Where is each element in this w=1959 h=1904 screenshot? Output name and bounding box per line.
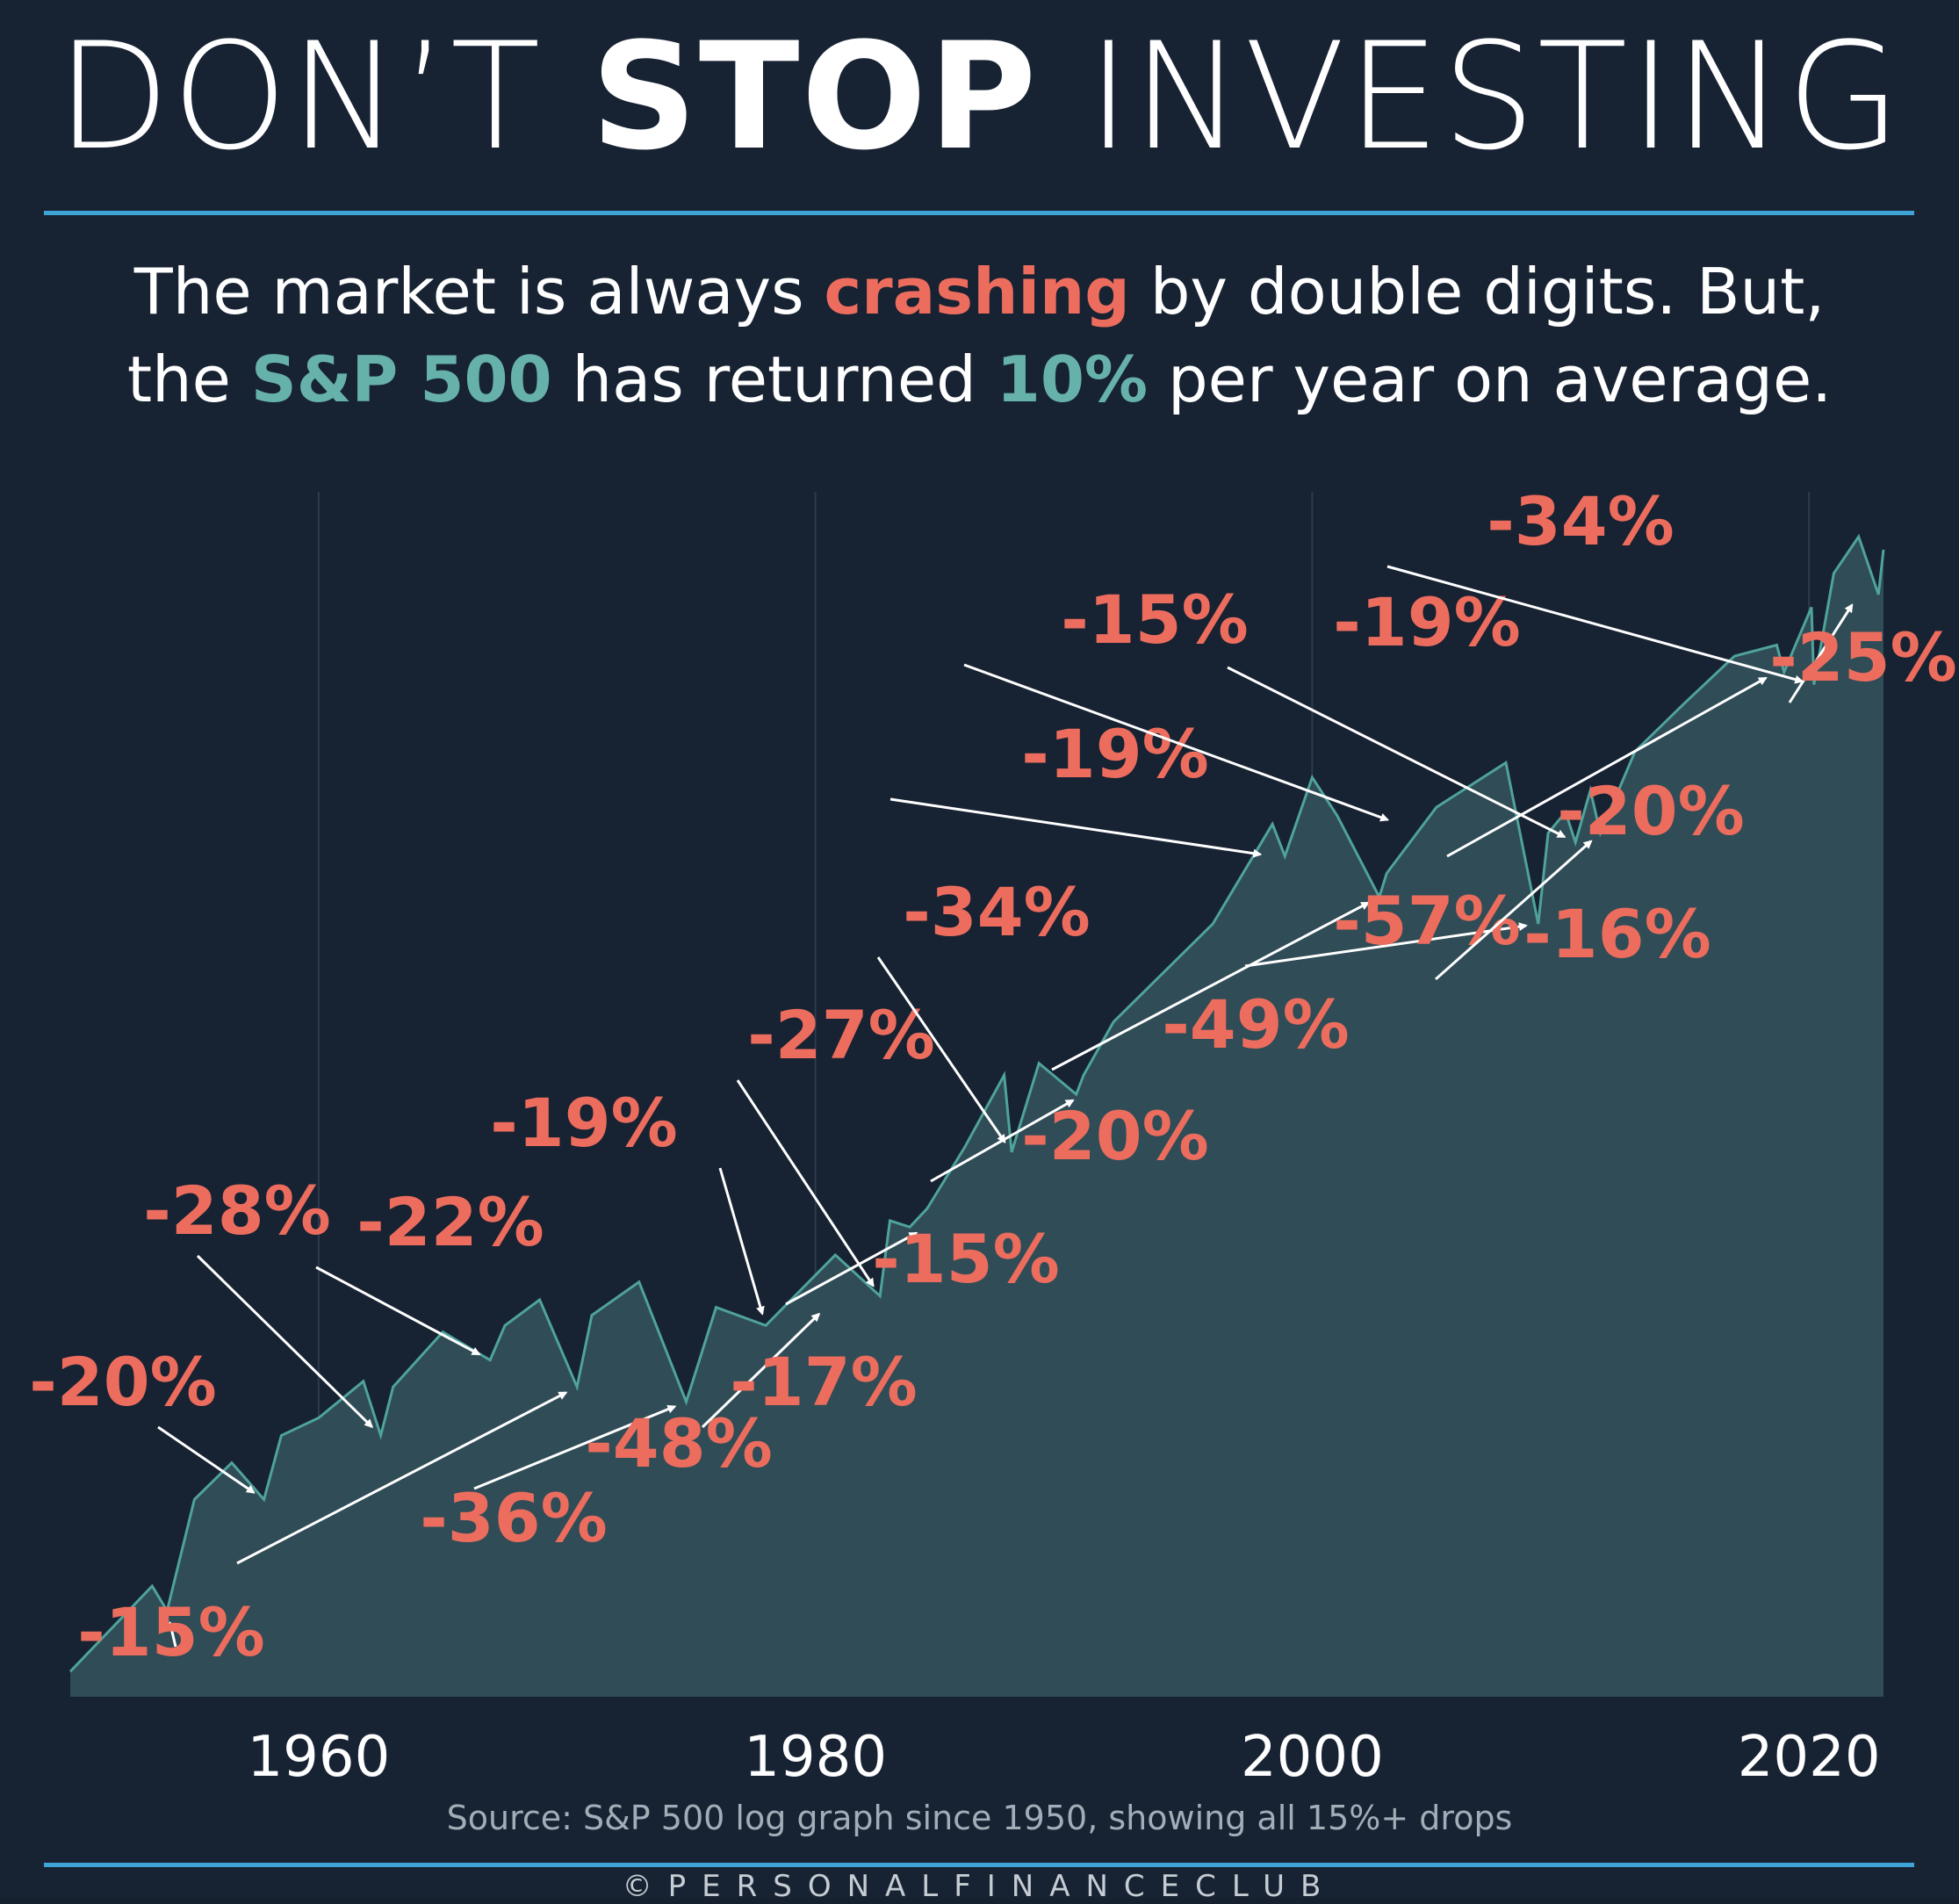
- annotation-arrow: [736, 1079, 875, 1287]
- subtitle-text: per year on average.: [1148, 343, 1833, 416]
- annotation-arrow: [315, 1266, 481, 1356]
- drop-label: -49%: [1162, 985, 1349, 1064]
- annotation-arrow: [876, 956, 1006, 1143]
- subtitle-line-2: the S&P 500 has returned 10% per year on…: [0, 335, 1959, 423]
- price-line: [68, 533, 1885, 1673]
- annotation-arrow: [1051, 901, 1371, 1071]
- drop-label: -15%: [1061, 581, 1248, 659]
- title-emphasis: STOP: [590, 11, 1039, 183]
- drop-label: -28%: [143, 1172, 330, 1250]
- source-note: Source: S&P 500 log graph since 1950, sh…: [446, 1799, 1513, 1837]
- title-suffix: INVESTING: [1086, 11, 1903, 183]
- drop-label: -19%: [1333, 583, 1520, 661]
- subtitle-highlight-return: 10%: [996, 343, 1149, 416]
- drop-label: -36%: [420, 1479, 607, 1557]
- subtitle-text: the: [126, 343, 251, 416]
- drop-label: -57%: [1333, 882, 1520, 960]
- annotation-arrow: [1386, 565, 1804, 684]
- subtitle-line-1: The market is always crashing by double …: [0, 248, 1959, 335]
- annotation-arrow: [718, 1167, 765, 1316]
- drop-label: -20%: [1557, 772, 1744, 850]
- drop-label: -25%: [1769, 618, 1956, 696]
- drop-label: -20%: [1021, 1097, 1208, 1175]
- subtitle-text: has returned: [551, 343, 997, 416]
- page-title: DON’T STOP INVESTING: [0, 9, 1959, 184]
- annotation-arrow: [196, 1254, 374, 1429]
- annotation-arrow: [157, 1425, 256, 1494]
- subtitle: The market is always crashing by double …: [0, 248, 1959, 423]
- drop-label: -15%: [77, 1593, 264, 1671]
- annotation-arrow: [785, 1231, 918, 1306]
- annotation-arrow: [889, 797, 1263, 858]
- brand-watermark: ©PERSONALFINANCECLUB: [622, 1869, 1337, 1904]
- area-fill: [70, 537, 1883, 1697]
- top-divider: [44, 211, 1914, 215]
- annotation-arrow: [1788, 603, 1854, 703]
- drop-label: -34%: [903, 873, 1090, 951]
- annotation-arrow: [1446, 676, 1768, 858]
- subtitle-highlight-crashing: crashing: [824, 255, 1130, 328]
- drop-label: -19%: [1021, 715, 1208, 793]
- annotation-arrow: [1227, 666, 1566, 839]
- annotation-arrow: [473, 1404, 677, 1490]
- subtitle-highlight-sp500: S&P 500: [250, 343, 552, 416]
- drop-label: -15%: [872, 1220, 1059, 1298]
- annotation-arrow: [1435, 840, 1593, 981]
- drop-label: -16%: [1523, 895, 1711, 973]
- annotation-arrow: [963, 663, 1390, 822]
- x-tick-label: 1960: [247, 1725, 390, 1790]
- bottom-divider: [44, 1863, 1914, 1867]
- x-tick-label: 2000: [1241, 1725, 1384, 1790]
- drop-label: -27%: [747, 996, 934, 1074]
- annotation-arrow: [1244, 922, 1528, 968]
- annotation-arrow: [701, 1312, 821, 1429]
- subtitle-text: by double digits. But,: [1129, 255, 1826, 328]
- price-area: [68, 533, 1885, 1697]
- drop-label: -19%: [490, 1084, 677, 1162]
- annotation-arrow: [167, 1620, 177, 1648]
- drop-annotations: -15% -20% -28% -22% -36%-48% -19% -17% -27% -15%…: [29, 482, 1956, 1671]
- title-prefix: DON’T: [56, 11, 543, 183]
- x-tick-label: 1980: [744, 1725, 887, 1790]
- drop-label: -22%: [357, 1183, 544, 1261]
- drop-label: -20%: [29, 1343, 216, 1421]
- annotation-arrow: [236, 1391, 568, 1565]
- x-tick-label: 2020: [1738, 1725, 1881, 1790]
- drop-label: -17%: [730, 1343, 917, 1421]
- x-axis: 1960 1980 2000 2020: [247, 1725, 1880, 1790]
- annotation-arrow: [930, 1099, 1075, 1183]
- drop-label: -48%: [585, 1404, 772, 1482]
- drop-label: -34%: [1487, 482, 1674, 560]
- subtitle-text: The market is always: [133, 255, 825, 328]
